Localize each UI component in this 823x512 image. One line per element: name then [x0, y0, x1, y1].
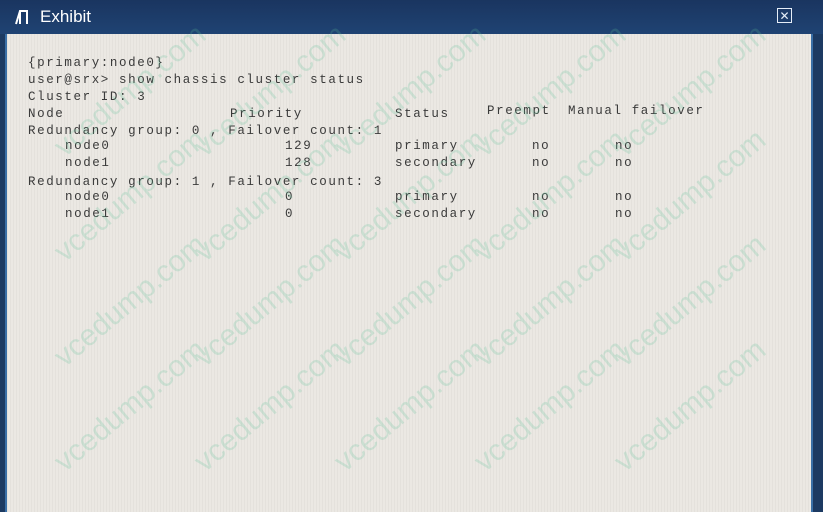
- exhibit-icon: [15, 10, 28, 25]
- watermark: vcedump.com: [47, 227, 213, 374]
- watermark: vcedump.com: [187, 17, 353, 164]
- header-manual-failover: Manual failover: [568, 104, 705, 118]
- cell-priority: 0: [285, 190, 295, 204]
- cell-manual-failover: no: [615, 190, 634, 204]
- cell-status: secondary: [395, 156, 477, 170]
- cell-status: primary: [395, 139, 459, 153]
- watermark: vcedump.com: [467, 17, 633, 164]
- title-bar: Exhibit ✕: [0, 0, 823, 34]
- cell-node: node1: [65, 207, 111, 221]
- window-title: Exhibit: [40, 7, 92, 26]
- cell-priority: 0: [285, 207, 295, 221]
- cell-preempt: no: [532, 207, 551, 221]
- watermark: vcedump.com: [327, 227, 493, 374]
- cell-preempt: no: [532, 139, 551, 153]
- header-preempt: Preempt: [487, 104, 551, 118]
- watermark: vcedump.com: [47, 332, 213, 479]
- cell-manual-failover: no: [615, 139, 634, 153]
- cell-priority: 128: [285, 156, 313, 170]
- cell-node: node0: [65, 190, 111, 204]
- redundancy-group-label: Redundancy group: 1 , Failover count: 3: [28, 175, 383, 189]
- redundancy-group-label: Redundancy group: 0 , Failover count: 1: [28, 124, 383, 138]
- watermark: vcedump.com: [467, 122, 633, 269]
- watermark: vcedump.com: [467, 332, 633, 479]
- watermark: vcedump.com: [607, 227, 773, 374]
- header-priority: Priority: [230, 107, 303, 121]
- close-icon[interactable]: ✕: [777, 8, 792, 23]
- watermark: vcedump.com: [187, 227, 353, 374]
- cell-manual-failover: no: [615, 207, 634, 221]
- cluster-id: Cluster ID: 3: [28, 90, 147, 104]
- watermark: vcedump.com: [467, 227, 633, 374]
- header-status: Status: [395, 107, 450, 121]
- watermark: vcedump.com: [607, 332, 773, 479]
- cell-manual-failover: no: [615, 156, 634, 170]
- cell-preempt: no: [532, 156, 551, 170]
- cell-priority: 129: [285, 139, 313, 153]
- command-line: user@srx> show chassis cluster status: [28, 73, 365, 87]
- cell-status: primary: [395, 190, 459, 204]
- header-node: Node: [28, 107, 65, 121]
- watermark: vcedump.com: [187, 122, 353, 269]
- cell-node: node1: [65, 156, 111, 170]
- cell-node: node0: [65, 139, 111, 153]
- prompt-context: {primary:node0}: [28, 56, 165, 70]
- cell-status: secondary: [395, 207, 477, 221]
- watermark: vcedump.com: [187, 332, 353, 479]
- exhibit-content: {primary:node0} user@srx> show chassis c…: [5, 18, 813, 512]
- cell-preempt: no: [532, 190, 551, 204]
- watermark: vcedump.com: [327, 332, 493, 479]
